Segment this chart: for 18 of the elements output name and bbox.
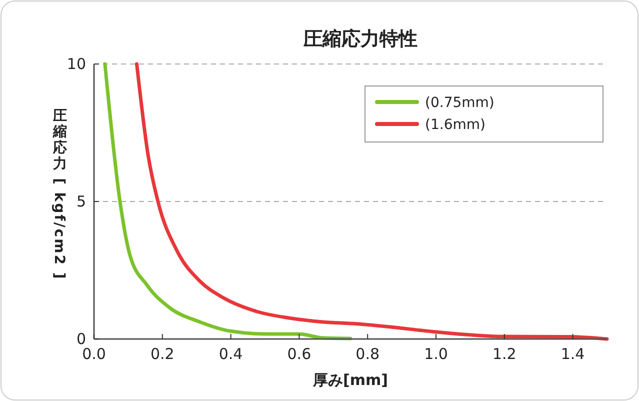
y-tick-label: 10 <box>66 55 86 73</box>
y-tick-label: 0 <box>76 330 86 348</box>
line-series <box>103 62 352 340</box>
x-axis-title: 厚み[mm] <box>312 371 388 389</box>
legend-label: (0.75mm) <box>425 95 494 111</box>
y-axis-title: 圧縮応力 [ kgf/cm2 ] <box>51 108 67 280</box>
chart-title: 圧縮応力特性 <box>302 28 418 50</box>
y-tick-label: 5 <box>76 192 86 210</box>
x-tick-label: 1.2 <box>492 345 516 363</box>
line-series <box>135 62 609 341</box>
legend-label: (1.6mm) <box>425 117 486 133</box>
x-tick-label: 0.4 <box>218 345 243 363</box>
x-tick-label: 0.2 <box>150 345 174 363</box>
x-tick-label: 0.0 <box>82 345 106 363</box>
x-tick-label: 1.4 <box>560 345 585 363</box>
x-tick-label: 1.0 <box>424 345 448 363</box>
x-tick-label: 0.6 <box>287 345 312 363</box>
x-tick-label: 0.8 <box>356 345 380 363</box>
